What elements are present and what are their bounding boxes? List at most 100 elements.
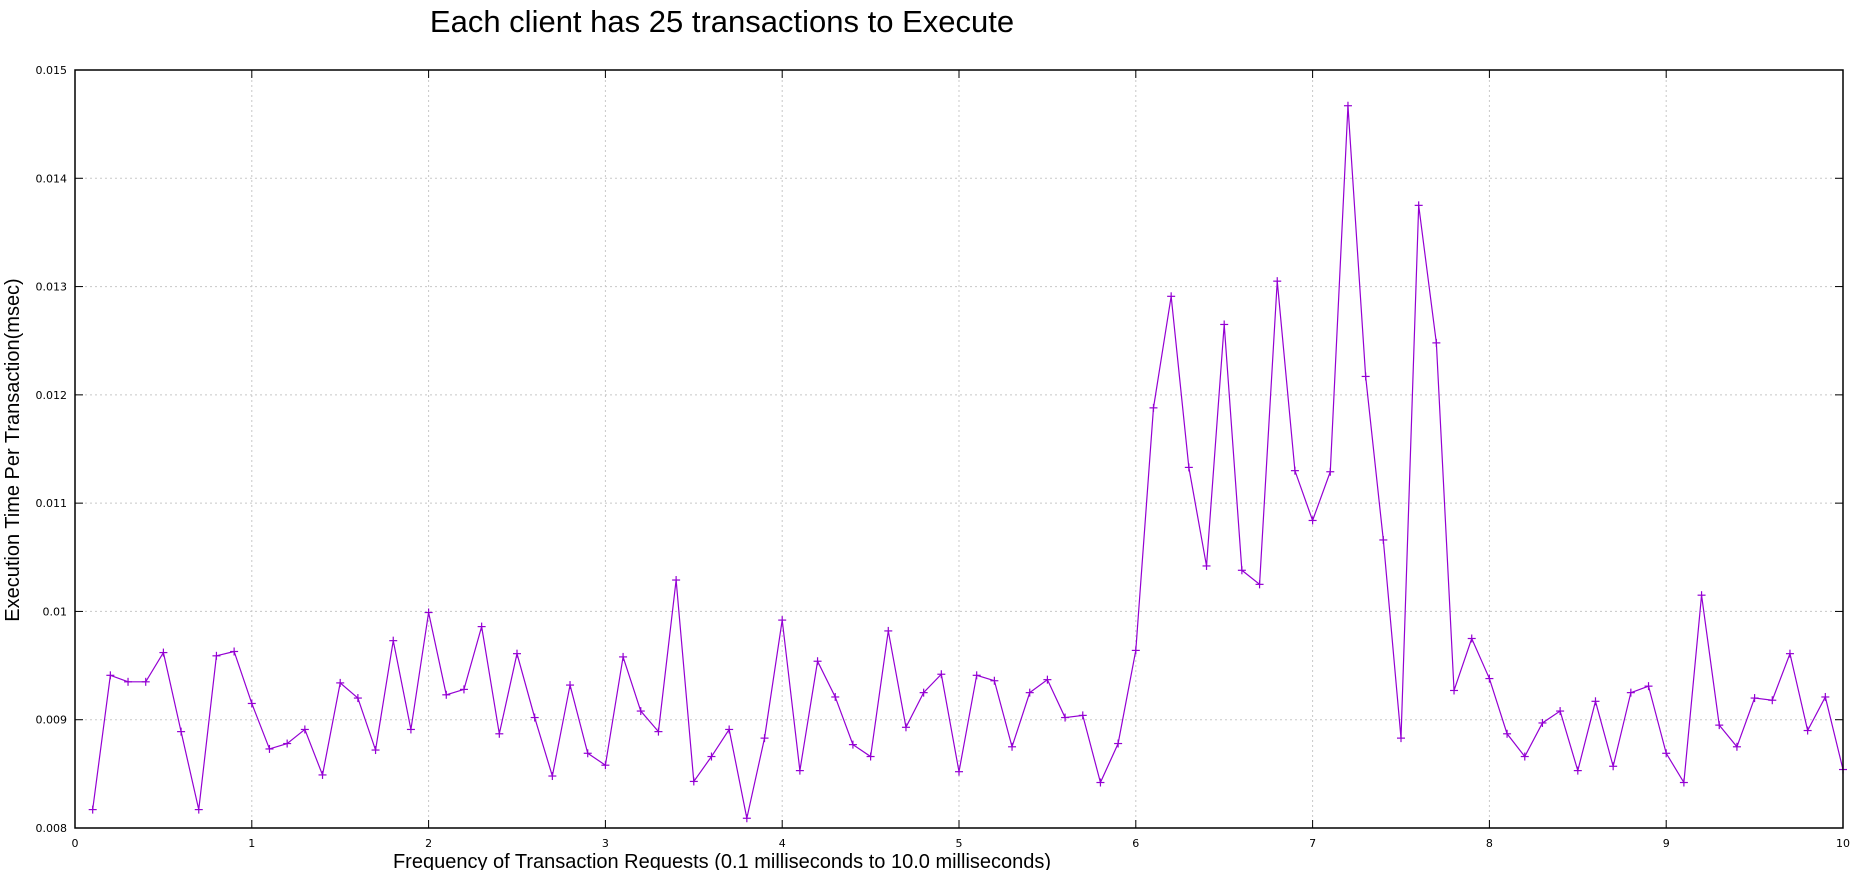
data-point-marker (159, 648, 168, 657)
y-tick-label: 0.008 (36, 822, 68, 835)
data-point-marker (1379, 535, 1388, 544)
data-point-marker (1768, 696, 1777, 705)
data-point-marker (1609, 762, 1618, 771)
data-point-marker (336, 678, 345, 687)
data-point-marker (1821, 692, 1830, 701)
data-point-marker (424, 608, 433, 617)
data-point-marker (1397, 734, 1405, 743)
y-tick-label: 0.015 (36, 64, 68, 77)
data-point-marker (1043, 675, 1052, 684)
grid-lines (75, 70, 1843, 828)
data-point-marker (230, 647, 239, 656)
data-point-marker (636, 707, 645, 716)
data-point-marker (1220, 320, 1229, 329)
x-tick-label: 1 (248, 837, 255, 850)
data-point-marker (689, 777, 698, 786)
data-point-marker (1432, 338, 1441, 347)
data-point-marker (530, 713, 539, 722)
y-tick-label: 0.009 (36, 714, 68, 727)
y-tick-label: 0.014 (36, 172, 68, 185)
x-tick-label: 0 (72, 837, 79, 850)
data-point-marker (177, 727, 186, 736)
data-point-marker (725, 725, 734, 734)
data-point-marker (972, 671, 981, 680)
x-tick-label: 4 (779, 837, 786, 850)
x-axis-label: Frequency of Transaction Requests (0.1 m… (393, 851, 1051, 870)
data-point-marker (459, 685, 468, 694)
data-point-marker (1202, 561, 1211, 570)
data-point-marker (141, 677, 150, 686)
data-point-marker (1556, 707, 1565, 716)
data-point-marker (1167, 292, 1176, 301)
data-point-marker (1750, 694, 1759, 703)
data-point-marker (1803, 726, 1812, 735)
data-point-marker (353, 694, 362, 703)
data-point-marker (583, 749, 592, 758)
data-point-marker (1114, 739, 1123, 748)
data-point-marker (1078, 711, 1087, 720)
data-point-marker (1662, 749, 1671, 758)
data-point-marker (1485, 674, 1494, 683)
series-layer (88, 101, 1847, 823)
ticks: 0 1 2 3 4 5 6 7 8 9 10 0.008 0.009 0.01 0.011 0.012 0.01… (36, 64, 1851, 850)
data-point-marker (194, 805, 203, 814)
data-point-marker (124, 677, 133, 686)
data-point-marker (1255, 580, 1264, 589)
chart-title: Each client has 25 transactions to Execu… (430, 4, 1014, 39)
data-point-marker (848, 740, 857, 749)
data-point-marker (88, 805, 97, 814)
data-point-marker (1414, 201, 1423, 210)
data-point-marker (1644, 682, 1653, 691)
data-point-marker (1785, 649, 1794, 658)
data-point-marker (990, 676, 999, 685)
data-point-marker (778, 616, 787, 625)
x-tick-label: 10 (1836, 837, 1850, 850)
data-point-marker (707, 752, 716, 761)
data-point-marker (1697, 591, 1706, 600)
data-point-marker (442, 690, 451, 699)
y-tick-label: 0.012 (36, 389, 68, 402)
x-tick-label: 3 (602, 837, 609, 850)
y-tick-label: 0.01 (43, 605, 68, 618)
x-tick-label: 9 (1663, 837, 1670, 850)
data-point-marker (389, 636, 398, 645)
data-point-marker (247, 699, 256, 708)
data-point-marker (1573, 766, 1582, 775)
x-tick-label: 5 (956, 837, 963, 850)
data-point-marker (654, 727, 663, 736)
data-point-marker (300, 725, 309, 734)
data-point-marker (318, 770, 327, 779)
y-tick-label: 0.013 (36, 281, 68, 294)
data-point-marker (1361, 372, 1370, 381)
x-tick-label: 8 (1486, 837, 1493, 850)
x-tick-label: 7 (1309, 837, 1316, 850)
data-point-marker (1290, 466, 1299, 475)
data-point-marker (1184, 463, 1193, 472)
data-point-marker (937, 670, 946, 679)
data-point-marker (1025, 688, 1034, 697)
y-axis-label: Execution Time Per Transaction(msec) (2, 278, 24, 621)
data-point-marker (1273, 277, 1282, 286)
data-point-marker (1096, 778, 1105, 787)
data-point-marker (1732, 742, 1741, 751)
data-point-marker (672, 576, 681, 585)
data-point-marker (1308, 516, 1317, 525)
data-point-marker (619, 652, 628, 661)
data-point-marker (1591, 697, 1600, 706)
data-point-marker (1061, 713, 1070, 722)
data-point-marker (813, 657, 822, 666)
data-point-marker (265, 744, 274, 753)
data-point-marker (1467, 634, 1476, 643)
data-point-marker (1538, 718, 1547, 727)
data-point-marker (919, 688, 928, 697)
data-point-marker (566, 681, 575, 690)
data-point-marker (1237, 566, 1246, 575)
data-point-marker (548, 772, 557, 781)
data-point-marker (795, 766, 804, 775)
data-point-marker (866, 752, 875, 761)
data-point-marker (1626, 688, 1635, 697)
data-point-marker (1008, 742, 1017, 751)
data-point-marker (1326, 467, 1335, 476)
data-point-marker (513, 649, 521, 658)
